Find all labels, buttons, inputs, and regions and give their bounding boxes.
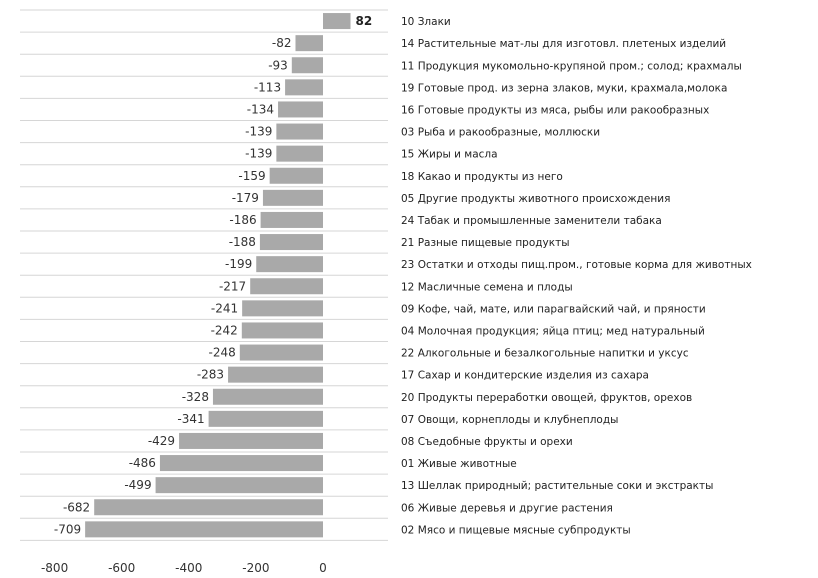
x-tick-label: -800 — [41, 561, 68, 575]
data-label: -709 — [54, 522, 81, 536]
category-label: 18 Какао и продукты из него — [401, 171, 563, 183]
category-label: 09 Кофе, чай, мате, или парагвайский чай… — [401, 303, 706, 315]
bar — [269, 167, 323, 184]
category-label: 22 Алкогольные и безалкогольные напитки … — [401, 348, 689, 360]
category-label: 03 Рыба и ракообразные, моллюски — [401, 127, 600, 139]
data-label: -283 — [197, 368, 224, 382]
category-label: 05 Другие продукты животного происхожден… — [401, 193, 670, 205]
bar — [242, 300, 323, 317]
data-label: -248 — [209, 346, 236, 360]
bar — [276, 145, 323, 162]
data-label: -499 — [124, 478, 151, 492]
data-label: -82 — [272, 36, 292, 50]
bar — [239, 344, 323, 361]
category-label: 16 Готовые продукты из мяса, рыбы или ра… — [401, 104, 709, 116]
bar — [250, 278, 323, 295]
data-label: -186 — [229, 213, 256, 227]
bar — [159, 455, 323, 472]
category-label: 23 Остатки и отходы пищ.пром., готовые к… — [401, 259, 752, 271]
data-label: -341 — [177, 412, 204, 426]
data-label: -134 — [247, 102, 274, 116]
data-label: -93 — [268, 58, 288, 72]
bar — [323, 13, 351, 30]
data-label: -199 — [225, 257, 252, 271]
bar — [212, 388, 323, 405]
data-label: -159 — [238, 169, 265, 183]
category-label: 14 Растительные мат-лы для изготовл. пле… — [401, 38, 726, 50]
x-axis-ticks: -800 -600 -400 -200 0 — [41, 561, 327, 575]
data-label: -242 — [211, 323, 238, 337]
category-label: 20 Продукты переработки овощей, фруктов,… — [401, 392, 692, 404]
data-label: -486 — [129, 456, 156, 470]
bar — [208, 410, 323, 427]
data-label: -328 — [182, 390, 209, 404]
category-label: 15 Жиры и масла — [401, 149, 498, 161]
bar — [291, 57, 323, 74]
bar — [260, 211, 323, 228]
category-label: 13 Шеллак природный; растительные соки и… — [401, 480, 713, 492]
bar — [241, 322, 323, 339]
x-tick-label: -400 — [175, 561, 202, 575]
category-label: 08 Съедобные фрукты и орехи — [401, 436, 573, 448]
category-label: 07 Овощи, корнеплоды и клубнеплоды — [401, 414, 618, 426]
bar — [285, 79, 323, 96]
category-label: 04 Молочная продукция; яйца птиц; мед на… — [401, 325, 705, 337]
category-labels: 10 Злаки 14 Растительные мат-лы для изгот… — [401, 16, 752, 536]
bar — [262, 189, 323, 206]
category-label: 06 Живые деревья и другие растения — [401, 502, 613, 514]
data-label: -139 — [245, 147, 272, 161]
data-label: -682 — [63, 500, 90, 514]
data-label: -188 — [229, 235, 256, 249]
bar — [228, 366, 323, 383]
category-label: 24 Табак и промышленные заменители табак… — [401, 215, 662, 227]
bar — [94, 499, 324, 516]
data-label: -179 — [232, 191, 259, 205]
category-label: 10 Злаки — [401, 16, 451, 28]
bar — [85, 521, 324, 538]
data-label: -217 — [219, 279, 246, 293]
x-tick-label: -200 — [242, 561, 269, 575]
data-label: -113 — [254, 80, 281, 94]
data-label: -429 — [148, 434, 175, 448]
bar — [259, 234, 323, 251]
bar — [256, 256, 323, 273]
bar — [179, 432, 323, 449]
x-tick-label: -600 — [108, 561, 135, 575]
category-label: 19 Готовые прод. из зерна злаков, муки, … — [401, 82, 727, 94]
bar — [278, 101, 323, 118]
bars — [85, 13, 351, 538]
data-label: 82 — [356, 14, 373, 28]
data-label: -241 — [211, 301, 238, 315]
category-label: 17 Сахар и кондитерские изделия из сахар… — [401, 370, 649, 382]
bar — [276, 123, 323, 140]
value-labels: 82 -82 -93 -113 -134 -139 -139 -159 -179 -186 -188… — [54, 14, 372, 536]
category-label: 02 Мясо и пищевые мясные субпродукты — [401, 524, 631, 536]
data-label: -139 — [245, 125, 272, 139]
category-label: 01 Живые животные — [401, 458, 517, 470]
category-label: 11 Продукция мукомольно-крупяной пром.; … — [401, 60, 742, 72]
gridlines — [20, 9, 388, 541]
category-label: 12 Масличные семена и плоды — [401, 281, 573, 293]
category-label: 21 Разные пищевые продукты — [401, 237, 570, 249]
x-tick-label: 0 — [319, 561, 327, 575]
bar — [155, 477, 323, 494]
bar — [295, 35, 323, 52]
